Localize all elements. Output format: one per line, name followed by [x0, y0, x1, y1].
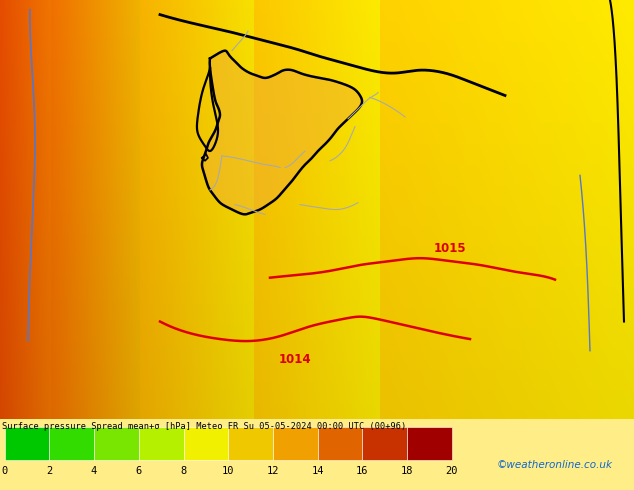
- Text: 16: 16: [356, 466, 369, 476]
- Text: 4: 4: [91, 466, 97, 476]
- Text: 2: 2: [46, 466, 53, 476]
- Bar: [273, 427, 318, 460]
- Bar: [183, 427, 228, 460]
- Bar: [94, 427, 139, 460]
- Bar: [228, 427, 273, 460]
- Bar: [318, 427, 363, 460]
- Text: 8: 8: [181, 466, 186, 476]
- Text: 10: 10: [222, 466, 235, 476]
- Polygon shape: [202, 50, 362, 214]
- Text: 18: 18: [401, 466, 413, 476]
- Bar: [4, 427, 49, 460]
- Text: ©weatheronline.co.uk: ©weatheronline.co.uk: [496, 460, 612, 470]
- Text: 14: 14: [311, 466, 324, 476]
- Text: 1015: 1015: [434, 242, 467, 255]
- Text: 12: 12: [267, 466, 279, 476]
- Bar: [139, 427, 183, 460]
- Text: 6: 6: [136, 466, 142, 476]
- Bar: [363, 427, 407, 460]
- Text: 0: 0: [1, 466, 8, 476]
- Text: 20: 20: [446, 466, 458, 476]
- Text: Surface pressure Spread mean+σ [hPa] Meteo FR Su 05-05-2024 00:00 UTC (00+96): Surface pressure Spread mean+σ [hPa] Met…: [3, 422, 406, 431]
- Text: 1014: 1014: [279, 353, 311, 366]
- Bar: [49, 427, 94, 460]
- Bar: [407, 427, 452, 460]
